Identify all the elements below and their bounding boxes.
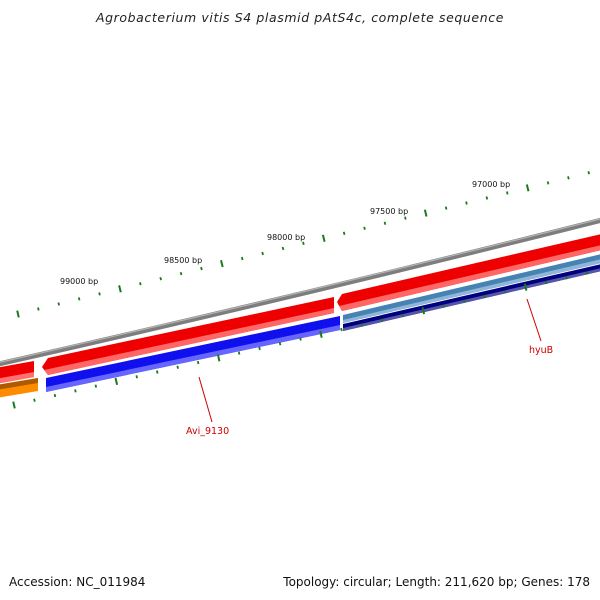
accession-label: Accession: NC_011984 xyxy=(9,575,146,589)
avi-9130-leader xyxy=(198,376,213,423)
minor-tick xyxy=(237,351,241,355)
minor-tick xyxy=(159,276,162,281)
minor-tick xyxy=(404,216,407,220)
minor-tick xyxy=(485,196,489,200)
ruler-label-97000: 97000 bp xyxy=(472,180,510,189)
ruler-label-98000: 98000 bp xyxy=(267,233,305,242)
minor-tick xyxy=(299,337,302,341)
minor-tick xyxy=(241,256,244,261)
minor-tick xyxy=(363,226,366,230)
minor-tick xyxy=(74,389,77,393)
major-tick xyxy=(118,285,122,293)
minor-tick xyxy=(278,342,282,346)
major-tick xyxy=(114,377,119,386)
major-tick xyxy=(16,310,20,318)
minor-tick xyxy=(77,297,81,301)
major-tick xyxy=(319,330,323,338)
major-tick xyxy=(12,401,16,409)
major-tick xyxy=(216,354,221,362)
outer-tick-marks xyxy=(16,171,590,318)
major-tick xyxy=(220,259,224,268)
gene-label-avi-9130: Avi_9130 xyxy=(186,426,229,437)
minor-tick xyxy=(544,280,548,285)
minor-tick xyxy=(196,360,200,365)
minor-tick xyxy=(342,231,346,236)
minor-tick xyxy=(179,271,183,276)
minor-tick xyxy=(258,346,261,351)
minor-tick xyxy=(587,171,590,175)
major-tick xyxy=(523,283,528,291)
minor-tick xyxy=(156,370,159,374)
ruler-label-97500: 97500 bp xyxy=(370,207,408,216)
minor-tick xyxy=(565,275,568,280)
minor-tick xyxy=(37,307,40,311)
ruler-label-99000: 99000 bp xyxy=(60,277,98,286)
backbone-ring xyxy=(0,217,600,367)
major-tick xyxy=(421,307,426,315)
minor-tick xyxy=(567,176,570,180)
minor-tick xyxy=(585,271,589,275)
ruler-label-98500: 98500 bp xyxy=(164,256,202,265)
minor-tick xyxy=(94,384,98,388)
minor-tick xyxy=(281,246,285,251)
minor-tick xyxy=(465,201,468,205)
sequence-summary: Topology: circular; Length: 211,620 bp; … xyxy=(283,575,590,589)
map-title: Agrobacterium vitis S4 plasmid pAtS4c, c… xyxy=(95,10,505,25)
minor-tick xyxy=(340,327,343,332)
minor-tick xyxy=(360,323,364,327)
major-tick xyxy=(423,209,428,217)
major-tick xyxy=(321,234,326,242)
minor-tick xyxy=(503,290,507,294)
minor-tick xyxy=(176,365,179,369)
minor-tick xyxy=(33,398,36,402)
minor-tick xyxy=(135,375,138,379)
minor-tick xyxy=(442,304,445,308)
hyub-leader xyxy=(526,298,542,342)
minor-tick xyxy=(546,181,550,185)
minor-tick xyxy=(57,302,60,306)
minor-tick xyxy=(200,266,203,271)
minor-tick xyxy=(139,282,142,286)
minor-tick xyxy=(381,318,384,322)
minor-tick xyxy=(401,313,405,318)
minor-tick xyxy=(483,294,486,299)
minor-tick xyxy=(506,191,509,195)
major-tick xyxy=(525,184,530,192)
minor-tick xyxy=(444,206,448,210)
gene-label-hyub: hyuB xyxy=(529,345,553,356)
minor-tick xyxy=(463,299,466,303)
minor-tick xyxy=(261,251,264,256)
minor-tick xyxy=(53,393,57,398)
inner-tick-marks xyxy=(12,271,589,409)
minor-tick xyxy=(98,292,101,296)
minor-tick xyxy=(383,221,387,225)
minor-tick xyxy=(302,241,305,246)
